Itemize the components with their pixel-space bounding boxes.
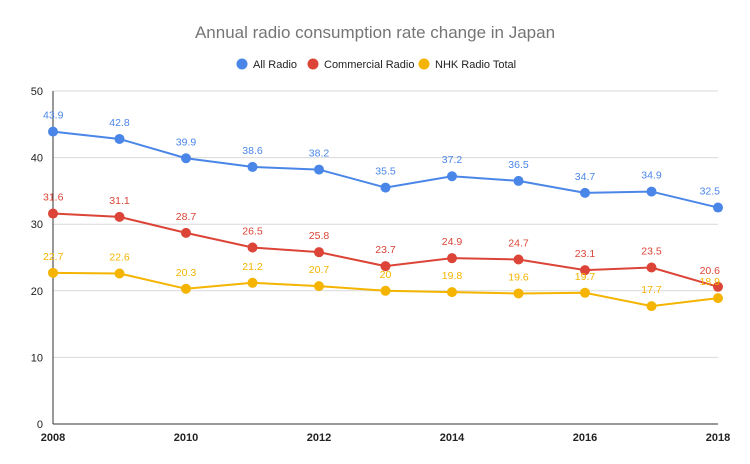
data-point-all-radio [181, 153, 191, 164]
legend-item-nhk-radio-total: NHK Radio Total [418, 58, 516, 71]
x-axis-ticks: 2008 2010 2012 2014 2016 2018 [41, 432, 730, 444]
data-label-nhk-radio-total: 20 [380, 269, 392, 281]
data-label-commercial-radio: 20.6 [700, 265, 721, 277]
data-label-nhk-radio-total: 22.6 [109, 251, 130, 263]
data-point-all-radio [380, 182, 391, 193]
data-point-all-radio [580, 187, 590, 198]
data-label-nhk-radio-total: 22.7 [43, 251, 64, 263]
legend: All Radio Commercial Radio NHK Radio Total [236, 58, 516, 71]
x-tick-label: 2014 [440, 432, 465, 444]
data-label-all-radio: 42.8 [109, 117, 130, 129]
data-labels: 43.9 42.8 39.9 38.6 38.2 35.5 37.2 36.5 34.7 34.9… [43, 110, 720, 296]
y-axis-ticks: 0 10 20 30 40 50 [31, 86, 43, 431]
data-point-commercial-radio [513, 254, 524, 265]
data-point-all-radio [513, 175, 524, 186]
data-point-all-radio [646, 186, 657, 197]
data-point-commercial-radio [713, 281, 723, 292]
x-tick-label: 2012 [307, 432, 331, 444]
data-point-commercial-radio [646, 262, 657, 273]
data-label-commercial-radio: 23.7 [375, 244, 396, 256]
data-label-commercial-radio: 31.1 [109, 195, 130, 207]
data-point-commercial-radio [314, 247, 324, 258]
data-label-nhk-radio-total: 18.9 [700, 276, 721, 288]
data-label-all-radio: 35.5 [375, 166, 396, 178]
y-tick-label: 0 [37, 419, 43, 431]
data-label-nhk-radio-total: 19.7 [575, 271, 596, 283]
data-point-all-radio [713, 202, 723, 213]
data-point-nhk-radio-total [447, 287, 457, 298]
axes [52, 91, 718, 425]
data-label-commercial-radio: 25.8 [309, 230, 330, 242]
data-label-all-radio: 43.9 [43, 110, 64, 122]
data-label-all-radio: 32.5 [700, 186, 721, 198]
data-point-nhk-radio-total [713, 293, 723, 304]
legend-item-all-radio: All Radio [236, 58, 297, 71]
data-label-all-radio: 38.2 [309, 148, 330, 160]
data-point-commercial-radio [580, 265, 590, 276]
data-point-all-radio [314, 164, 324, 175]
data-point-commercial-radio [48, 208, 58, 219]
legend-swatch [418, 58, 430, 70]
data-point-nhk-radio-total [580, 287, 590, 298]
y-tick-label: 40 [31, 153, 43, 165]
x-tick-label: 2018 [706, 432, 730, 444]
data-label-all-radio: 38.6 [242, 145, 263, 157]
legend-swatch [236, 58, 248, 70]
data-point-commercial-radio [247, 242, 258, 253]
series-points [48, 126, 723, 312]
data-label-all-radio: 39.9 [176, 136, 197, 148]
gridlines [53, 90, 718, 358]
x-tick-label: 2008 [41, 432, 65, 444]
y-tick-label: 30 [31, 219, 43, 231]
data-point-nhk-radio-total [181, 283, 191, 294]
data-point-all-radio [447, 171, 457, 182]
legend-item-commercial-radio: Commercial Radio [307, 58, 414, 71]
data-point-nhk-radio-total [48, 267, 58, 278]
data-label-commercial-radio: 24.7 [508, 237, 529, 249]
data-point-commercial-radio [380, 261, 391, 272]
data-label-all-radio: 34.7 [575, 171, 596, 183]
data-point-nhk-radio-total [646, 301, 657, 312]
data-point-commercial-radio [114, 211, 125, 222]
data-point-nhk-radio-total [114, 268, 125, 279]
y-tick-label: 50 [31, 86, 43, 98]
y-tick-label: 10 [31, 352, 43, 364]
legend-swatch [307, 58, 319, 70]
chart-title: Annual radio consumption rate change in … [195, 23, 555, 42]
x-tick-label: 2016 [573, 432, 597, 444]
data-label-commercial-radio: 26.5 [242, 226, 263, 238]
legend-label: All Radio [253, 59, 297, 71]
legend-label: NHK Radio Total [435, 59, 516, 71]
data-point-nhk-radio-total [247, 277, 258, 288]
data-label-nhk-radio-total: 19.8 [442, 270, 463, 282]
data-point-all-radio [48, 126, 58, 137]
data-point-all-radio [114, 133, 125, 144]
data-label-all-radio: 37.2 [442, 154, 463, 166]
data-point-nhk-radio-total [380, 285, 391, 296]
data-label-nhk-radio-total: 20.3 [176, 267, 197, 279]
data-label-nhk-radio-total: 21.2 [242, 261, 263, 273]
data-point-commercial-radio [181, 227, 191, 238]
data-label-commercial-radio: 23.5 [641, 245, 662, 257]
data-label-commercial-radio: 23.1 [575, 248, 596, 260]
data-label-commercial-radio: 24.9 [442, 236, 463, 248]
data-label-commercial-radio: 28.7 [176, 211, 197, 223]
data-label-all-radio: 34.9 [641, 170, 662, 182]
data-point-nhk-radio-total [314, 281, 324, 292]
data-label-nhk-radio-total: 20.7 [309, 264, 330, 276]
data-label-commercial-radio: 31.6 [43, 192, 64, 204]
data-point-all-radio [247, 161, 258, 172]
data-label-nhk-radio-total: 19.6 [508, 271, 529, 283]
y-tick-label: 20 [31, 286, 43, 298]
x-tick-label: 2010 [174, 432, 198, 444]
legend-label: Commercial Radio [324, 59, 414, 71]
data-label-nhk-radio-total: 17.7 [641, 284, 662, 296]
data-point-nhk-radio-total [513, 288, 524, 299]
data-label-all-radio: 36.5 [508, 159, 529, 171]
data-point-commercial-radio [447, 253, 457, 264]
